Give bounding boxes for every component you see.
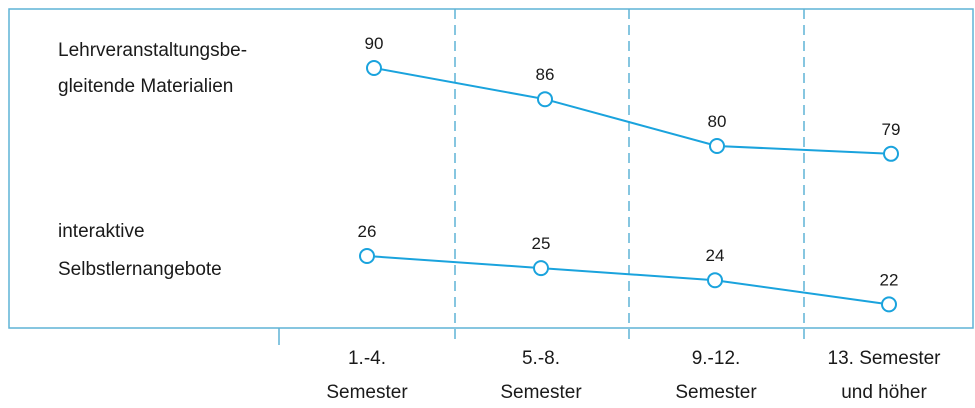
series-1-name-line-1: Lehrveranstaltungsbe- [58, 40, 247, 61]
series-2-data-label-4: 22 [880, 270, 899, 289]
series-2-data-label-1: 26 [358, 222, 377, 241]
series-2-name: interaktive Selbstlernangebote [58, 221, 222, 280]
x-tick-label-1-line-1: 1.-4. [348, 348, 386, 369]
series-2-point-4 [881, 296, 897, 313]
series-2-data-label-3: 24 [706, 246, 725, 265]
category-separators [454, 9, 805, 345]
series-2-point-3 [707, 272, 723, 289]
series-2-markers [359, 248, 897, 313]
series-1-data-label-4: 79 [882, 120, 901, 139]
plot-frame [8, 8, 974, 329]
series-1-data-label-1: 90 [365, 34, 384, 53]
series-2-data-label-2: 25 [532, 234, 551, 253]
x-tick-label-2-line-1: 5.-8. [522, 348, 560, 369]
series-2-point-2 [533, 260, 549, 277]
x-tick-label-1-line-2: Semester [326, 382, 408, 403]
x-tick-label-3-line-1: 9.-12. [692, 348, 741, 369]
series-1-data-label-2: 86 [536, 65, 555, 84]
series-1-name-line-2: gleitende Materialien [58, 76, 233, 97]
series-2-name-line-2: Selbstlernangebote [58, 259, 222, 280]
series-1-line [373, 67, 892, 155]
series-2-data-labels: 26 25 24 22 [358, 222, 899, 289]
series-1-point-2 [537, 91, 553, 108]
series-2-point-1 [359, 248, 375, 264]
series-1-data-label-3: 80 [708, 112, 727, 131]
x-tick-label-4-line-1: 13. Semester [828, 348, 942, 369]
x-tick-label-4-line-2: und höher [841, 382, 927, 403]
series-2-name-line-1: interaktive [58, 221, 145, 242]
series-1-markers [366, 60, 899, 162]
x-tick-label-3-line-2: Semester [675, 382, 757, 403]
series-2-line [366, 255, 890, 306]
series-1-point-4 [883, 145, 899, 162]
series-1-point-1 [366, 60, 382, 76]
x-axis-labels: 1.-4. Semester 5.-8. Semester 9.-12. Semester… [326, 348, 941, 403]
series-1-name: Lehrveranstaltungsbe- gleitende Material… [58, 40, 247, 97]
series-1-point-3 [709, 138, 725, 154]
series-1-data-labels: 90 86 80 79 [365, 34, 901, 139]
x-tick-label-2-line-2: Semester [500, 382, 582, 403]
